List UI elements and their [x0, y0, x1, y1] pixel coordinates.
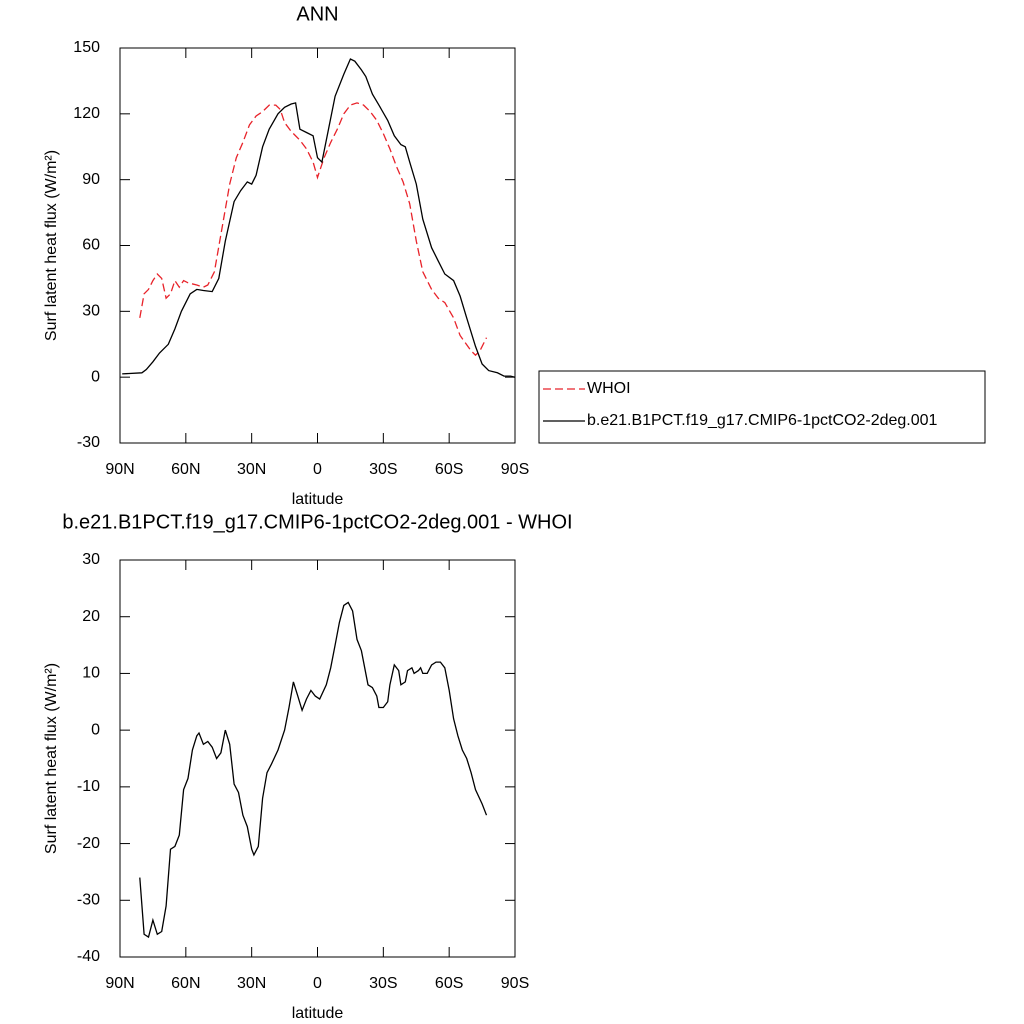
x-tick-label: 30S [369, 461, 397, 478]
legend-label: WHOI [587, 380, 631, 397]
y-tick-label: 0 [91, 721, 100, 738]
x-tick-label: 60S [435, 975, 463, 992]
data-line [139, 102, 488, 357]
x-tick-label: 90N [105, 975, 134, 992]
data-line [122, 58, 516, 378]
chart-title: ANN [296, 3, 338, 25]
y-tick-label: 10 [82, 665, 100, 682]
data-line [139, 601, 488, 939]
y-tick-label: 90 [82, 171, 100, 188]
x-tick-label: 30S [369, 975, 397, 992]
y-tick-label: -30 [77, 434, 100, 451]
y-tick-label: -30 [77, 892, 100, 909]
legend-label: b.e21.B1PCT.f19_g17.CMIP6-1pctCO2-2deg.0… [587, 412, 938, 429]
x-tick-label: 30N [237, 975, 266, 992]
x-tick-label: 90S [501, 975, 529, 992]
y-tick-label: 120 [73, 105, 100, 122]
y-tick-label: 150 [73, 39, 100, 56]
x-tick-label: 60N [171, 975, 200, 992]
y-tick-label: 60 [82, 237, 100, 254]
plot-frame [119, 47, 516, 444]
y-axis-label: Surf latent heat flux (W/m²) [43, 663, 60, 854]
chart-title: b.e21.B1PCT.f19_g17.CMIP6-1pctCO2-2deg.0… [62, 511, 572, 533]
y-tick-label: -10 [77, 778, 100, 795]
x-tick-label: 90S [501, 461, 529, 478]
x-tick-label: 60S [435, 461, 463, 478]
x-tick-label: 0 [313, 975, 322, 992]
legend-box [538, 370, 986, 444]
x-tick-label: 90N [105, 461, 134, 478]
x-axis-label: latitude [292, 491, 344, 508]
y-tick-label: -20 [77, 835, 100, 852]
x-tick-label: 0 [313, 461, 322, 478]
y-tick-label: 30 [82, 551, 100, 568]
x-axis-label: latitude [292, 1005, 344, 1022]
y-tick-label: 20 [82, 608, 100, 625]
plot-frame [119, 559, 516, 958]
x-tick-label: 60N [171, 461, 200, 478]
y-tick-label: -40 [77, 948, 100, 965]
y-tick-label: 0 [91, 368, 100, 385]
y-axis-label: Surf latent heat flux (W/m²) [43, 150, 60, 341]
y-tick-label: 30 [82, 303, 100, 320]
x-tick-label: 30N [237, 461, 266, 478]
